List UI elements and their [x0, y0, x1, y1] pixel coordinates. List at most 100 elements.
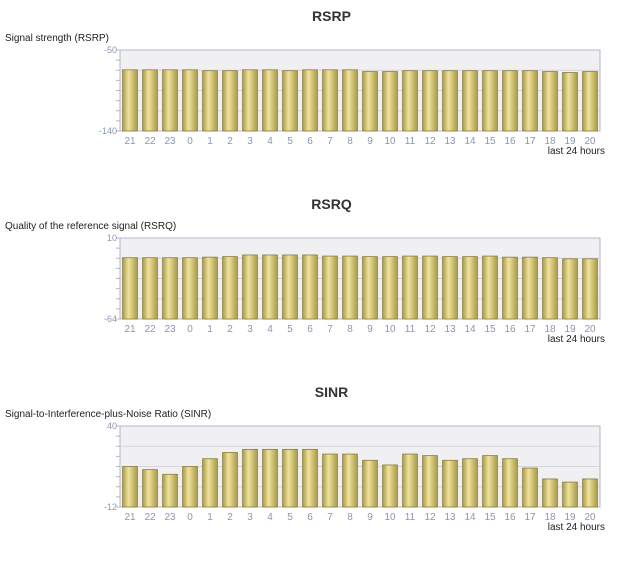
bar-14	[462, 70, 478, 132]
bar-13	[442, 256, 458, 320]
x-tick-label: 22	[144, 136, 156, 147]
x-tick-label: 15	[484, 324, 496, 335]
bar-10	[382, 71, 398, 132]
x-tick-label: 22	[144, 512, 156, 523]
x-tick-label: 8	[347, 324, 353, 335]
x-tick-label: 21	[124, 324, 136, 335]
x-tick-label: 17	[524, 136, 536, 147]
rsrq-chart-plot: 21 22 23 0 1 2 3 4 5 6 7 8 9 10 11 12 13 14 15 16 17 18 19 2010…	[104, 233, 601, 335]
bar-18	[542, 478, 558, 508]
bar-0	[182, 257, 198, 320]
bar-22	[142, 257, 158, 320]
bar-20	[582, 71, 598, 132]
x-tick-label: 8	[347, 136, 353, 147]
x-tick-label: 18	[544, 324, 556, 335]
chart-title: RSRQ	[311, 196, 352, 212]
bar-23	[162, 473, 178, 508]
bar-4	[262, 69, 278, 132]
x-tick-label: 3	[247, 512, 253, 523]
x-tick-label: 11	[405, 324, 416, 335]
x-tick-label: 0	[187, 512, 193, 523]
x-tick-label: 6	[307, 136, 313, 147]
x-axis-label: last 24 hours	[547, 146, 605, 157]
bar-1	[202, 256, 218, 320]
x-tick-label: 4	[267, 512, 273, 523]
x-tick-label: 7	[327, 324, 333, 335]
x-tick-label: 14	[464, 324, 476, 335]
bar-19	[562, 481, 578, 508]
x-tick-label: 10	[384, 324, 396, 335]
x-tick-label: 9	[367, 512, 373, 523]
bar-6	[302, 254, 318, 320]
chart-title: RSRP	[312, 8, 351, 24]
x-tick-label: 13	[444, 512, 456, 523]
bar-14	[462, 256, 478, 320]
y-tick-label-min: -140	[99, 126, 117, 136]
bar-15	[482, 70, 498, 132]
bar-11	[402, 255, 418, 320]
bar-4	[262, 448, 278, 508]
x-tick-label: 15	[484, 136, 496, 147]
x-tick-label: 11	[405, 512, 416, 523]
bar-12	[422, 455, 438, 508]
bar-1	[202, 458, 218, 508]
x-tick-label: 13	[444, 324, 456, 335]
y-axis-label: Signal-to-Interference-plus-Noise Ratio …	[5, 409, 212, 420]
bar-11	[402, 453, 418, 508]
bar-7	[322, 69, 338, 132]
x-tick-label: 16	[504, 136, 516, 147]
y-axis-label: Signal strength (RSRP)	[5, 33, 109, 44]
x-tick-label: 1	[207, 136, 213, 147]
y-tick-label-min: -64	[104, 314, 117, 324]
x-tick-label: 8	[347, 512, 353, 523]
x-tick-label: 20	[584, 324, 596, 335]
bar-10	[382, 464, 398, 508]
bar-15	[482, 455, 498, 508]
x-tick-label: 6	[307, 512, 313, 523]
x-axis-label: last 24 hours	[547, 334, 605, 345]
x-tick-label: 12	[424, 324, 436, 335]
y-tick-label-max: -50	[104, 45, 117, 55]
bar-0	[182, 466, 198, 508]
bar-3	[242, 254, 258, 320]
x-tick-label: 1	[207, 512, 213, 523]
bar-7	[322, 255, 338, 320]
bar-13	[442, 459, 458, 508]
rsrq-chart: 21 22 23 0 1 2 3 4 5 6 7 8 9 10 11 12 13 14 15 16 17 18 19 20 10…	[0, 188, 623, 376]
bar-5	[282, 448, 298, 508]
bar-8	[342, 453, 358, 508]
bar-11	[402, 70, 418, 132]
x-tick-label: 10	[384, 136, 396, 147]
x-tick-label: 15	[484, 512, 496, 523]
bar-4	[262, 254, 278, 320]
x-tick-label: 2	[227, 136, 233, 147]
bar-1	[202, 70, 218, 132]
bar-3	[242, 448, 258, 508]
bar-20	[582, 478, 598, 508]
y-axis-label: Quality of the reference signal (RSRQ)	[5, 221, 177, 232]
x-tick-label: 7	[327, 136, 333, 147]
x-tick-label: 12	[424, 136, 436, 147]
x-tick-label: 5	[287, 136, 293, 147]
x-tick-label: 23	[164, 324, 176, 335]
bar-10	[382, 256, 398, 320]
x-tick-label: 16	[504, 324, 516, 335]
bar-12	[422, 70, 438, 132]
bar-6	[302, 448, 318, 508]
bar-9	[362, 71, 378, 132]
x-tick-label: 21	[124, 136, 136, 147]
bar-16	[502, 70, 518, 132]
x-tick-label: 6	[307, 324, 313, 335]
x-tick-label: 19	[564, 324, 576, 335]
x-tick-label: 3	[247, 136, 253, 147]
y-tick-label-max: 10	[107, 233, 117, 243]
bar-5	[282, 254, 298, 320]
bar-23	[162, 69, 178, 132]
x-tick-label: 17	[524, 324, 536, 335]
bar-14	[462, 458, 478, 508]
x-tick-label: 2	[227, 512, 233, 523]
bar-0	[182, 69, 198, 132]
bar-16	[502, 256, 518, 320]
x-tick-label: 20	[584, 136, 596, 147]
rsrp-chart: 21 22 23 0 1 2 3 4 5 6 7 8 9 10 11 12 13 14 15 16 17 18 19 20 -5…	[0, 0, 623, 188]
